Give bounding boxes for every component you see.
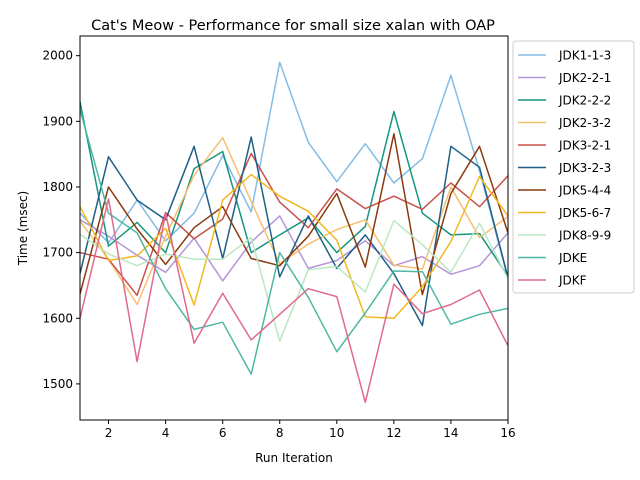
legend-label: JDK5-4-4 <box>558 184 611 198</box>
legend-label: JDK5-6-7 <box>558 206 611 220</box>
series-line-jdke <box>80 109 508 375</box>
series-line-jdk2-2-2 <box>80 101 508 277</box>
legend-label: JDK3-2-1 <box>558 139 611 153</box>
y-axis-label: Time (msec) <box>16 191 30 266</box>
y-tick-label: 2000 <box>42 49 73 63</box>
y-tick-label: 1600 <box>42 311 73 325</box>
x-tick-label: 2 <box>105 426 113 440</box>
x-tick-label: 16 <box>500 426 515 440</box>
x-tick-label: 8 <box>276 426 284 440</box>
x-tick-label: 6 <box>219 426 227 440</box>
y-axis: 1500 1600 1700 1800 1900 2000 <box>42 49 80 391</box>
series-line-jdk5-6-7 <box>80 173 508 320</box>
x-tick-label: 4 <box>162 426 170 440</box>
legend-label: JDK2-2-2 <box>558 94 611 108</box>
x-tick-label: 12 <box>386 426 401 440</box>
x-tick-label: 14 <box>443 426 458 440</box>
legend-frame <box>512 40 635 294</box>
series-line-jdk5-4-4 <box>80 133 508 296</box>
plot-area <box>80 61 508 404</box>
legend-label: JDK2-3-2 <box>558 116 611 130</box>
series-line-jdkf <box>80 198 508 404</box>
series-line-jdk1-1-3 <box>80 61 508 280</box>
y-tick-label: 1800 <box>42 180 73 194</box>
axes-frame <box>79 35 509 421</box>
y-tick-label: 1500 <box>42 377 73 391</box>
legend-label: JDKF <box>558 274 587 288</box>
legend-label: JDK3-2-3 <box>558 161 611 175</box>
y-tick-label: 1700 <box>42 246 73 260</box>
chart-title: Cat's Meow - Performance for small size … <box>91 18 495 34</box>
legend-label: JDK2-2-1 <box>558 71 611 85</box>
legend-label: JDK1-1-3 <box>558 49 611 63</box>
y-tick-label: 1900 <box>42 114 73 128</box>
x-axis: 2 4 6 8 10 12 14 16 <box>105 420 516 440</box>
legend: JDK1-1-3 JDK2-2-1 JDK2-2-2 JDK2-3-2 JDK3-2-1… <box>512 40 635 294</box>
x-axis-label: Run Iteration <box>255 451 333 465</box>
legend-label: JDKE <box>558 251 587 265</box>
legend-label: JDK8-9-9 <box>558 229 611 243</box>
x-tick-label: 10 <box>329 426 344 440</box>
series-line-jdk2-3-2 <box>80 136 508 306</box>
series-line-jdk3-2-1 <box>80 152 508 297</box>
series-line-jdk3-2-3 <box>80 136 508 327</box>
